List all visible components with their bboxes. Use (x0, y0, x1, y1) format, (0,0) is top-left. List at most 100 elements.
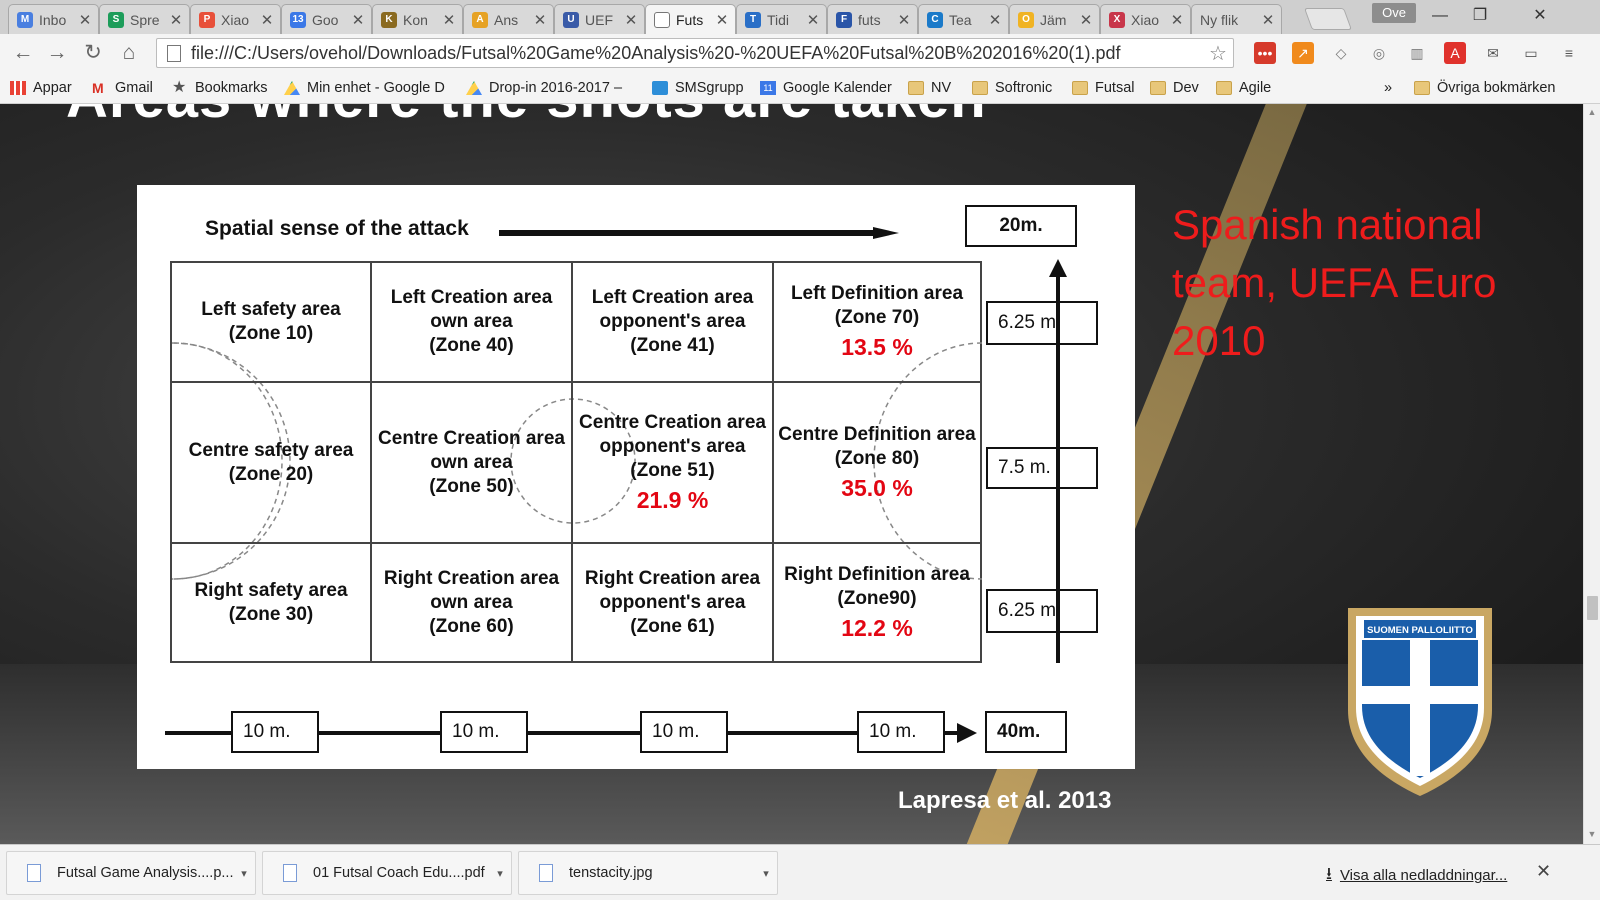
tab[interactable]: Ny flik ✕ (1191, 4, 1282, 34)
bookmark-bookmarks[interactable]: ★ Bookmarks (172, 79, 268, 97)
tab[interactable]: O Jäm ✕ (1009, 4, 1100, 34)
chevron-down-icon[interactable]: ▾ (497, 867, 503, 880)
tab[interactable]: 13 Goo ✕ (281, 4, 372, 34)
tab-label: Ny flik (1200, 11, 1239, 28)
calendar-icon: 13 (290, 11, 306, 28)
minimize-button[interactable]: — (1432, 7, 1448, 24)
tab[interactable]: A Ans ✕ (463, 4, 554, 34)
bookmark-folder-nv[interactable]: NV (908, 78, 951, 98)
bookmark-gmail[interactable]: M Gmail (92, 80, 153, 96)
gmail-icon: M (17, 11, 33, 28)
home-icon[interactable]: ⌂ (122, 41, 136, 64)
scroll-down-icon[interactable]: ▼ (1587, 829, 1597, 839)
download-item[interactable]: 01 Futsal Coach Edu....pdf ▾ (262, 851, 512, 895)
length-label-box: 40m. (985, 711, 1067, 753)
inbox-icon[interactable]: ✉ (1482, 42, 1504, 64)
cast-circle-icon[interactable]: ◎ (1368, 42, 1390, 64)
lastpass-icon[interactable]: ••• (1254, 42, 1276, 64)
tab[interactable]: S Spre ✕ (99, 4, 190, 34)
bookmark-folder-dev[interactable]: Dev (1150, 78, 1199, 98)
bookmark-folder-agile[interactable]: Agile (1216, 78, 1271, 98)
cast-icon[interactable]: ▭ (1520, 42, 1542, 64)
close-tab-icon[interactable]: ✕ (260, 11, 274, 29)
analytics-icon[interactable]: ↗ (1292, 42, 1314, 64)
tab[interactable]: K Kon ✕ (372, 4, 463, 34)
browser-toolbar: ← → ↻ ⌂ file:///C:/Users/ovehol/Download… (0, 34, 1600, 72)
download-item[interactable]: tenstacity.jpg ▾ (518, 851, 778, 895)
zone-cell: Centre Definition area (Zone 80) 35.0 % (774, 383, 980, 544)
reader-icon[interactable]: ▥ (1406, 42, 1428, 64)
dropbox-icon[interactable]: ◇ (1330, 42, 1352, 64)
slide-title: Areas where the shots are taken (66, 104, 987, 131)
tab[interactable]: C Tea ✕ (918, 4, 1009, 34)
zone-name: Right Creation area opponent's area (Zon… (584, 567, 761, 637)
vertical-scrollbar[interactable]: ▲ ▼ (1583, 104, 1600, 844)
attack-direction-arrow-icon (499, 227, 899, 239)
close-tab-icon[interactable]: ✕ (715, 11, 729, 29)
pdf-file-icon (27, 864, 41, 882)
scroll-thumb[interactable] (1587, 596, 1598, 620)
tab-label: Inbo (39, 11, 67, 28)
zone-name: Left Creation area own area (Zone 40) (390, 287, 553, 356)
tab[interactable]: P Xiao ✕ (190, 4, 281, 34)
profile-button[interactable]: Ove (1372, 3, 1416, 23)
chevron-down-icon[interactable]: ▾ (763, 867, 769, 880)
close-tab-icon[interactable]: ✕ (533, 11, 547, 29)
close-tab-icon[interactable]: ✕ (624, 11, 638, 29)
close-tab-icon[interactable]: ✕ (1079, 11, 1093, 29)
chevron-down-icon[interactable]: ▾ (241, 867, 247, 880)
drive-icon (284, 81, 300, 95)
page-icon (167, 44, 181, 62)
new-tab-button[interactable] (1303, 8, 1353, 30)
bookmark-other-folder[interactable]: Övriga bokmärken (1414, 78, 1555, 98)
zone-name: Centre safety area (Zone 20) (188, 439, 354, 485)
bookmark-min-enhet[interactable]: Min enhet - Google D (284, 78, 445, 98)
restore-button[interactable]: ❐ (1472, 7, 1488, 24)
close-tab-icon[interactable]: ✕ (78, 11, 92, 29)
tab[interactable]: Futs ✕ (645, 4, 736, 34)
calendar-icon: 11 (760, 81, 776, 95)
folder-icon (908, 81, 924, 95)
close-shelf-icon[interactable]: ✕ (1536, 861, 1552, 881)
bookmark-google-kalender[interactable]: 11 Google Kalender (760, 78, 892, 98)
pdf-viewer[interactable]: Areas where the shots are taken Spanish … (0, 104, 1583, 844)
close-tab-icon[interactable]: ✕ (806, 11, 820, 29)
download-item[interactable]: Futsal Game Analysis....p... ▾ (6, 851, 256, 895)
forward-icon[interactable]: → (46, 41, 68, 64)
bookmarks-overflow-button[interactable]: » (1384, 80, 1393, 96)
address-bar[interactable]: file:///C:/Users/ovehol/Downloads/Futsal… (156, 38, 1234, 68)
close-tab-icon[interactable]: ✕ (442, 11, 456, 29)
tab-label: Tea (949, 11, 972, 28)
adobe-icon[interactable]: A (1444, 42, 1466, 64)
tab[interactable]: T Tidi ✕ (736, 4, 827, 34)
reload-icon[interactable]: ↻ (84, 41, 102, 64)
bookmark-drop-in[interactable]: Drop-in 2016-2017 – (466, 78, 622, 98)
close-tab-icon[interactable]: ✕ (1261, 11, 1275, 29)
close-tab-icon[interactable]: ✕ (1170, 11, 1184, 29)
bookmark-star-icon[interactable]: ☆ (1209, 42, 1227, 65)
back-icon[interactable]: ← (12, 41, 34, 64)
menu-icon[interactable]: ≡ (1558, 42, 1580, 64)
close-tab-icon[interactable]: ✕ (351, 11, 365, 29)
tab[interactable]: X Xiao ✕ (1100, 4, 1191, 34)
zone-name: Centre Definition area (Zone 80) (778, 423, 976, 469)
zone-cell: Centre Creation area opponent's area (Zo… (573, 383, 774, 544)
uefa-icon: U (563, 11, 579, 28)
tab[interactable]: U UEF ✕ (554, 4, 645, 34)
bookmark-appar[interactable]: Appar (10, 78, 72, 98)
show-all-downloads-link[interactable]: ⭳ Visa alla nedladdningar... (1326, 861, 1507, 890)
bookmark-folder-softronic[interactable]: Softronic (972, 78, 1052, 98)
pocket-icon: P (199, 11, 215, 28)
url-text[interactable]: file:///C:/Users/ovehol/Downloads/Futsal… (191, 42, 1121, 63)
bookmark-folder-futsal[interactable]: Futsal (1072, 78, 1135, 98)
close-tab-icon[interactable]: ✕ (897, 11, 911, 29)
bookmark-smsgrupp[interactable]: SMSgrupp (652, 78, 744, 98)
zone-name: Centre Creation area opponent's area (Zo… (579, 411, 766, 481)
close-tab-icon[interactable]: ✕ (169, 11, 183, 29)
scroll-up-icon[interactable]: ▲ (1587, 107, 1597, 117)
tab-label: Ans (494, 11, 519, 28)
tab[interactable]: M Inbo ✕ (8, 4, 99, 34)
close-tab-icon[interactable]: ✕ (988, 11, 1002, 29)
close-window-button[interactable]: ✕ (1533, 7, 1547, 24)
